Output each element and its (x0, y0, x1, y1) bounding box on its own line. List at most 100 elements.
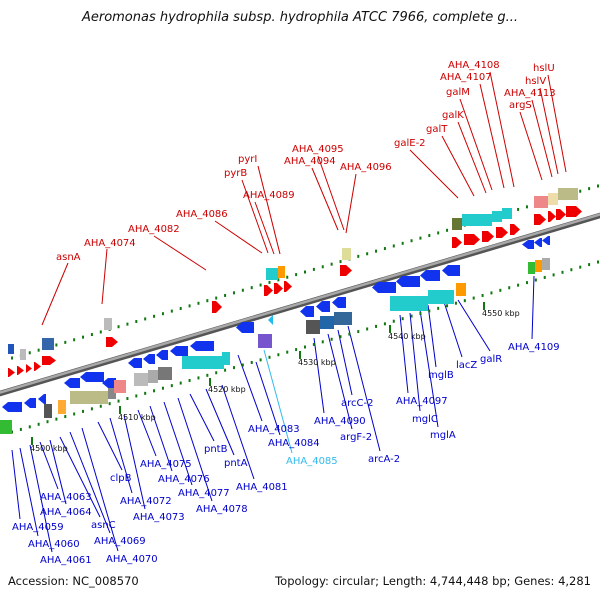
feature-box (334, 312, 352, 325)
gene-label-aha_4081: AHA_4081 (236, 482, 288, 493)
forward-gene-arrow (17, 366, 24, 375)
gene-label-mgla: mglA (430, 430, 456, 441)
gene-label-aha_4085: AHA_4085 (286, 456, 338, 467)
gene-label-aha_4094: AHA_4094 (284, 156, 336, 167)
gene-label-aha_4082: AHA_4082 (128, 224, 180, 235)
forward-gene-arrow (534, 214, 546, 225)
label-connector (347, 325, 381, 452)
label-connector (69, 431, 111, 534)
reverse-gene-arrow (300, 306, 314, 317)
reverse-gene-arrow (190, 341, 214, 351)
gene-label-galk: galK (442, 110, 464, 121)
gene-label-arcc-2: arcC-2 (341, 398, 373, 409)
gene-label-aha_4069: AHA_4069 (94, 536, 146, 547)
reverse-gene-arrow (38, 394, 46, 404)
feature-box (182, 356, 224, 369)
gene-label-aha_4097: AHA_4097 (396, 396, 448, 407)
forward-gene-arrow (42, 356, 56, 365)
feature-box (534, 196, 548, 208)
feature-box (390, 296, 428, 311)
reverse-gene-arrow (332, 297, 346, 308)
gene-label-aha_4061: AHA_4061 (40, 555, 92, 566)
backbone-highlight (0, 213, 600, 394)
reverse-gene-arrow (2, 402, 22, 412)
gene-label-aha_4078: AHA_4078 (196, 504, 248, 515)
gene-label-galr: galR (480, 354, 502, 365)
feature-box (548, 193, 558, 205)
gene-label-galm: galM (446, 87, 470, 98)
gene-label-pntb: pntB (204, 444, 228, 455)
gene-features (0, 188, 582, 434)
reverse-gene-arrow (102, 378, 116, 388)
label-connector (109, 417, 133, 494)
label-connector (123, 414, 146, 510)
forward-gene-arrow (212, 301, 222, 313)
reverse-gene-arrow (372, 282, 396, 293)
forward-gene-arrow (284, 281, 292, 292)
gene-label-aha_4109: AHA_4109 (508, 342, 560, 353)
forward-gene-arrow (34, 362, 41, 371)
forward-gene-arrow (8, 368, 15, 377)
feature-box (44, 404, 52, 418)
reverse-gene-arrow (442, 265, 460, 276)
feature-box (222, 352, 230, 365)
label-connector (81, 427, 119, 552)
gene-label-clpb: clpB (110, 473, 132, 484)
label-connector (263, 349, 293, 454)
label-connector (97, 421, 123, 471)
genome-backbone (0, 212, 600, 397)
gene-label-aha_4063: AHA_4063 (40, 492, 92, 503)
reverse-gene-arrow (420, 270, 440, 281)
gene-label-aha_4064: AHA_4064 (40, 507, 92, 518)
feature-box (342, 248, 351, 260)
label-connector (459, 98, 493, 191)
label-connector (409, 149, 459, 199)
feature-box (428, 290, 454, 304)
label-connector (479, 83, 505, 189)
label-connector (205, 388, 235, 456)
gene-label-asna: asnA (56, 252, 81, 263)
gene-label-pnta: pntA (224, 458, 248, 469)
label-connector (547, 74, 567, 173)
label-connector (327, 333, 353, 430)
feature-box (108, 386, 116, 399)
feature-box (278, 266, 285, 278)
feature-box (502, 208, 512, 219)
gene-label-argf-2: argF-2 (340, 432, 372, 443)
feature-box (8, 344, 14, 354)
label-connector (49, 439, 67, 505)
feature-box (70, 391, 108, 404)
gene-label-aha_4107: AHA_4107 (440, 72, 492, 83)
label-connector (214, 220, 263, 254)
feature-box (306, 320, 320, 334)
feature-box (558, 188, 578, 200)
feature-box (158, 367, 172, 380)
feature-box (104, 318, 112, 330)
label-connector (427, 304, 437, 368)
label-connector (19, 447, 39, 537)
scale-label: 4530 kbp (298, 358, 336, 367)
reverse-gene-arrow (534, 238, 542, 247)
gene-label-aha_4060: AHA_4060 (28, 539, 80, 550)
label-connector (489, 71, 515, 188)
reverse-gene-arrow (522, 240, 534, 249)
feature-box (58, 400, 66, 414)
label-connector (254, 201, 275, 255)
scale-label: 4500 kbp (30, 444, 68, 453)
gene-label-aha_4090: AHA_4090 (314, 416, 366, 427)
scale-label: 4540 kbp (388, 332, 426, 341)
feature-box (42, 338, 54, 350)
label-connector (531, 275, 535, 340)
reverse-gene-arrow (170, 346, 188, 356)
label-connector (531, 99, 553, 178)
label-connector (11, 449, 21, 520)
label-connectors (11, 71, 567, 553)
gene-label-aha_4113: AHA_4113 (504, 88, 556, 99)
gene-label-hslu: hslU (533, 63, 555, 74)
gene-label-lacz: lacZ (456, 360, 477, 371)
gene-label-pyri: pyrI (238, 154, 257, 165)
scale-labels: 4500 kbp 4510 kbp 4520 kbp 4530 kbp 4540 kbp… (30, 302, 520, 453)
scale-label: 4550 kbp (482, 309, 520, 318)
label-connector (153, 235, 207, 271)
forward-gene-arrow (556, 209, 566, 220)
